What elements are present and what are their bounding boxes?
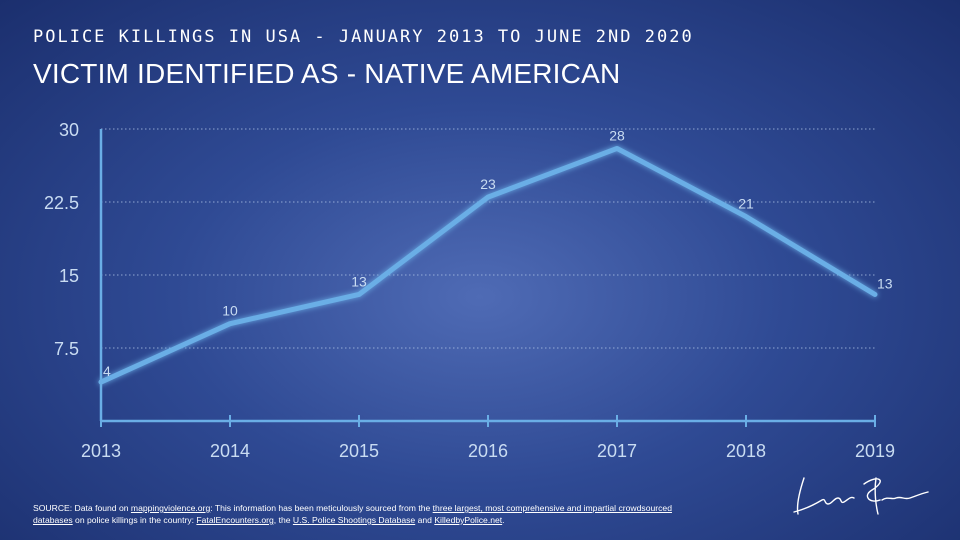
- source-text-3: , the: [273, 515, 293, 525]
- data-label: 28: [609, 127, 625, 143]
- x-tick-label: 2016: [468, 441, 508, 461]
- data-label: 10: [222, 303, 238, 319]
- source-end: .: [502, 515, 505, 525]
- y-tick-label: 22.5: [44, 193, 79, 213]
- x-tick-label: 2017: [597, 441, 637, 461]
- x-tick-label: 2015: [339, 441, 379, 461]
- source-link-mappingviolence[interactable]: mappingviolence.org: [130, 503, 211, 513]
- source-link-fatalencounters[interactable]: FatalEncounters.org: [196, 515, 274, 525]
- data-label: 13: [877, 275, 893, 291]
- source-text-1: : This information has been meticulously…: [210, 503, 433, 513]
- data-label: 13: [351, 273, 367, 289]
- source-link-databases[interactable]: three largest, most comprehensive and im…: [33, 503, 672, 525]
- x-tick-label: 2019: [855, 441, 895, 461]
- source-note: SOURCE: Data found on mappingviolence.or…: [33, 502, 693, 526]
- source-link-police-shootings-db[interactable]: U.S. Police Shootings Database: [292, 515, 416, 525]
- signature-logo: [793, 477, 929, 515]
- x-tick-label: 2014: [210, 441, 250, 461]
- x-tick-label: 2018: [726, 441, 766, 461]
- source-text-2: on police killings in the country:: [72, 515, 197, 525]
- source-text-4: and: [415, 515, 435, 525]
- y-tick-label: 7.5: [54, 339, 79, 359]
- chart-kicker: POLICE KILLINGS IN USA - JANUARY 2013 TO…: [33, 27, 694, 47]
- chart-title: VICTIM IDENTIFIED AS - NATIVE AMERICAN: [33, 58, 621, 89]
- series-line: [98, 145, 878, 385]
- data-label: 23: [480, 176, 496, 192]
- data-label: 4: [103, 363, 111, 379]
- source-prefix: SOURCE: Data found on: [33, 503, 131, 513]
- source-link-killedbypolice[interactable]: KilledbyPolice.net: [434, 515, 503, 525]
- data-label: 21: [738, 196, 754, 212]
- y-tick-label: 15: [59, 266, 79, 286]
- y-tick-label: 30: [59, 120, 79, 140]
- x-tick-label: 2013: [81, 441, 121, 461]
